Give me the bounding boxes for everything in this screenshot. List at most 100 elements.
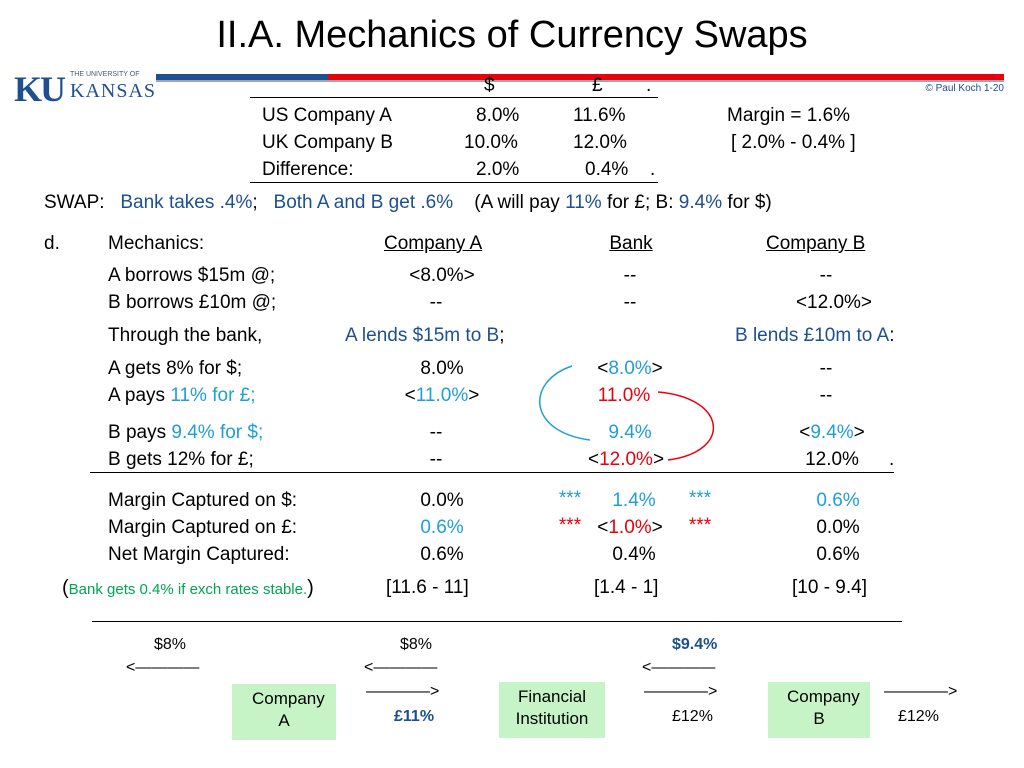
institution-label: Financial Institution bbox=[515, 687, 589, 728]
a-pays-a-value: 11.0% bbox=[415, 385, 469, 406]
header-bar-red bbox=[328, 74, 1004, 80]
copyright: © Paul Koch 1-20 bbox=[925, 83, 1004, 94]
swap-label: SWAP: bbox=[44, 192, 105, 213]
a-to-bank-label: £11% bbox=[394, 708, 435, 725]
margin-gbp-bank: <1.0%> bbox=[580, 517, 680, 539]
item-letter: d. bbox=[44, 233, 60, 254]
section-divider bbox=[92, 621, 902, 622]
swap-both-get: Both A and B get .6% bbox=[273, 192, 454, 213]
b-out-label: £12% bbox=[898, 708, 939, 725]
bank-in-left-label: $8% bbox=[400, 636, 433, 653]
margin-usd-b: 0.6% bbox=[816, 490, 860, 511]
mechanics-rule bbox=[90, 472, 894, 473]
swap-semicolon: ; bbox=[252, 192, 258, 213]
arrow-left-b: <———— bbox=[642, 659, 716, 676]
company-b-box: Company B bbox=[768, 682, 870, 738]
b-borrows-label: B borrows £10m @; bbox=[108, 292, 277, 313]
row-label: Difference: bbox=[262, 159, 354, 180]
a-gets-label: A gets 8% for $; bbox=[108, 358, 243, 379]
row-dot: . bbox=[650, 159, 656, 180]
arrow-right-bank: ————> bbox=[366, 683, 440, 700]
note-text: Bank gets 0.4% if exch rates stable. bbox=[68, 581, 308, 598]
bracket-open: < bbox=[597, 358, 609, 379]
logo-university-text: THE UNIVERSITY OF bbox=[70, 71, 140, 78]
through-a-lends: A lends $15m to B; bbox=[345, 325, 505, 347]
margin-gbp-a: 0.6% bbox=[420, 517, 464, 538]
row-gbp: 0.4% bbox=[585, 159, 629, 180]
row-usd: 10.0% bbox=[464, 132, 518, 153]
company-b-label: Company B bbox=[787, 687, 860, 728]
stars-right: *** bbox=[688, 515, 712, 536]
b-gets-bank: <12.0%> bbox=[566, 449, 686, 471]
margin-usd-bank: 1.4% bbox=[612, 490, 656, 511]
row-gbp: 12.0% bbox=[573, 132, 627, 153]
b-pays-a: -- bbox=[429, 422, 443, 443]
col-bank: Bank bbox=[609, 233, 653, 254]
company-a-label: Company A bbox=[252, 689, 325, 730]
net-margin-label: Net Margin Captured: bbox=[108, 544, 290, 565]
bracket-close: > bbox=[651, 517, 663, 538]
ku-logo: KU bbox=[14, 69, 66, 109]
a-lends-text: A lends $15m to B bbox=[345, 325, 500, 346]
b-lends-text: B lends £10m to A bbox=[735, 325, 890, 346]
net-margin-a: 0.6% bbox=[420, 544, 464, 565]
calc-a: [11.6 - 11] bbox=[386, 577, 469, 598]
swap-bank-takes: Bank takes .4% bbox=[120, 192, 253, 213]
stars-left: *** bbox=[558, 488, 582, 509]
a-pays-prefix: A pays bbox=[108, 385, 171, 406]
bracket-open: < bbox=[799, 422, 811, 443]
a-gets-bank-value: 8.0% bbox=[608, 358, 652, 379]
arrow-left-a: <———— bbox=[126, 659, 200, 676]
b-pays-b-value: 9.4% bbox=[810, 422, 854, 443]
note-paren-close: ) bbox=[307, 577, 314, 599]
header-dot: . bbox=[646, 75, 652, 96]
header-usd: $ bbox=[484, 75, 495, 96]
b-gets-dot: . bbox=[889, 449, 895, 470]
calc-b: [10 - 9.4] bbox=[792, 577, 867, 598]
note-paren-open: ( bbox=[62, 577, 69, 599]
swap-pay-mid: for £; B: bbox=[601, 192, 679, 213]
bank-to-b-label: £12% bbox=[672, 708, 713, 725]
margin-calc: [ 2.0% - 0.4% ] bbox=[731, 132, 856, 153]
row-label: UK Company B bbox=[262, 132, 393, 153]
margin-value: Margin = 1.6% bbox=[727, 105, 851, 126]
row-gbp: 11.6% bbox=[573, 105, 626, 126]
net-margin-b: 0.6% bbox=[816, 544, 860, 565]
bracket-open: < bbox=[587, 449, 600, 470]
net-margin-bank: 0.4% bbox=[612, 544, 656, 565]
bracket-close: > bbox=[652, 449, 665, 470]
bank-in-right-label: $9.4% bbox=[672, 636, 718, 653]
through-label: Through the bank, bbox=[108, 325, 263, 346]
b-borrows-b: <12.0%> bbox=[795, 292, 873, 313]
logo-kansas-text: KANSAS bbox=[70, 80, 157, 102]
swap-line: SWAP: Bank takes .4%; Both A and B get .… bbox=[44, 192, 772, 214]
a-borrows-b: -- bbox=[819, 265, 833, 286]
a-gets-a: 8.0% bbox=[420, 358, 464, 379]
b-pays-b: <9.4%> bbox=[772, 422, 892, 444]
company-a-box: Company A bbox=[232, 684, 336, 740]
margin-usd-label: Margin Captured on $: bbox=[108, 490, 298, 511]
bracket-open: < bbox=[597, 517, 609, 538]
b-borrows-a: -- bbox=[429, 292, 443, 313]
a-gets-b: -- bbox=[819, 358, 833, 379]
a-in-label: $8% bbox=[154, 636, 187, 653]
mechanics-label: Mechanics: bbox=[108, 233, 205, 254]
a-pays-b: -- bbox=[819, 385, 833, 406]
a-pays-rate: 11% for £; bbox=[170, 385, 256, 406]
institution-box: Financial Institution bbox=[499, 682, 605, 738]
b-gets-bank-value: 12.0% bbox=[599, 449, 653, 470]
header-bar-line bbox=[156, 80, 1004, 82]
b-borrows-bank: -- bbox=[623, 292, 637, 313]
col-company-b: Company B bbox=[766, 233, 866, 254]
col-company-a: Company A bbox=[384, 233, 483, 254]
header-bar-blue bbox=[156, 74, 328, 80]
b-gets-b: 12.0% bbox=[805, 449, 859, 470]
b-pays-label: B pays 9.4% for $; bbox=[108, 422, 263, 444]
a-lends-semi: ; bbox=[499, 325, 505, 346]
swap-pay-close: for $) bbox=[722, 192, 772, 213]
bracket-open: < bbox=[404, 385, 416, 406]
margin-gbp-label: Margin Captured on £: bbox=[108, 517, 298, 538]
arrow-left-bank: <———— bbox=[364, 659, 438, 676]
margin-gbp-b: 0.0% bbox=[816, 517, 860, 538]
